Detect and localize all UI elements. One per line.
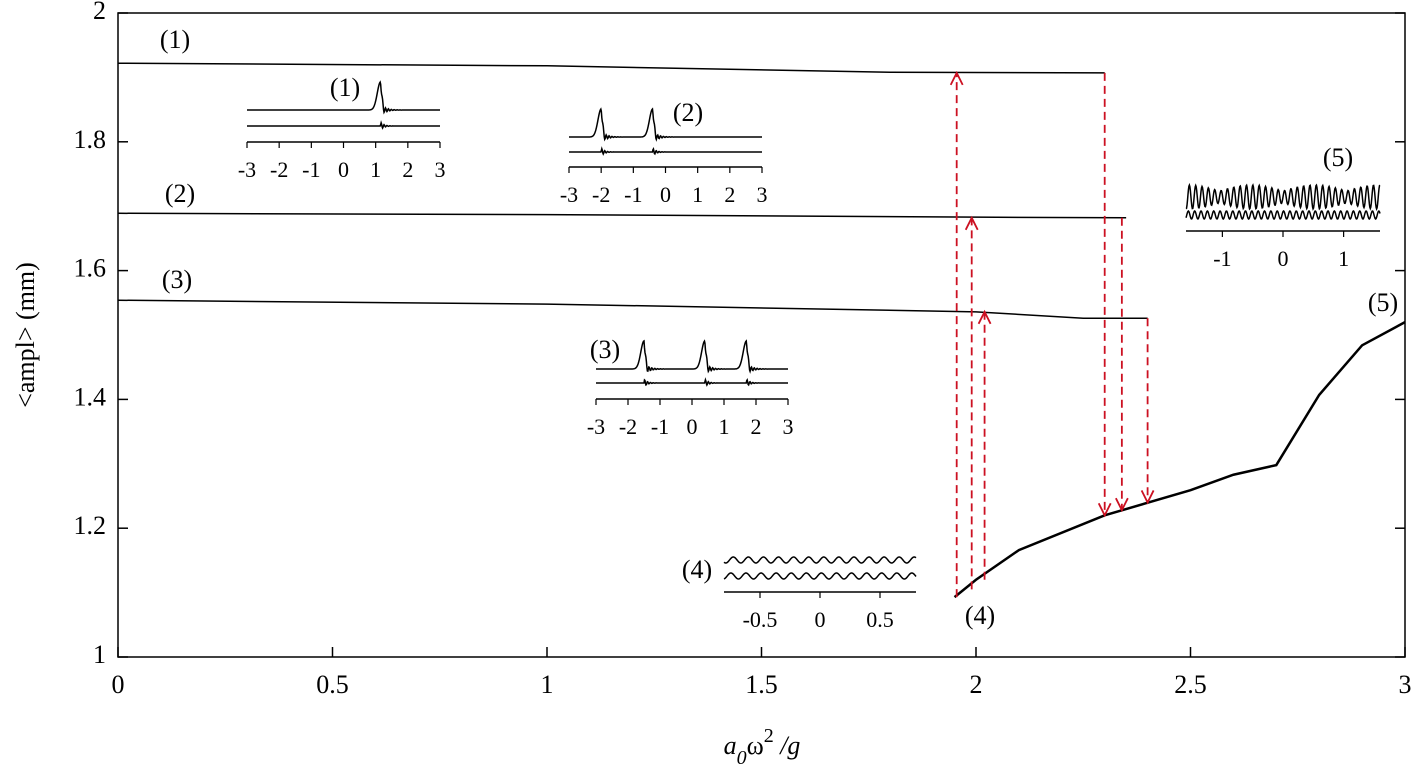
inset-label: (2)	[673, 98, 703, 127]
inset-tick-label: -3	[238, 157, 256, 182]
x-tick-label: 2.5	[1174, 670, 1207, 699]
inset-tick-label: 3	[435, 157, 446, 182]
series-line	[953, 321, 1406, 599]
series-line	[117, 212, 1127, 219]
arrow-head	[977, 309, 992, 325]
inset-tick-label: 0	[660, 182, 671, 207]
series-label: (3)	[162, 265, 192, 294]
inset-profile	[1185, 209, 1381, 221]
x-tick-label: 2	[970, 670, 983, 699]
x-label-part: 0	[737, 747, 747, 769]
inset-profile	[247, 80, 441, 115]
inset-tick-label: -3	[560, 182, 578, 207]
inset-tick-label: -2	[270, 157, 288, 182]
inset-tick-label: 2	[724, 182, 735, 207]
series-line	[117, 299, 1148, 320]
inset-profile	[1185, 182, 1381, 212]
inset-tick-label: 3	[783, 414, 794, 439]
inset-label: (1)	[330, 73, 360, 102]
arrow-head	[1115, 497, 1129, 513]
inset-tick-label: 0	[1278, 246, 1289, 271]
y-tick-label: 2	[93, 0, 106, 25]
inset-tick-label: 3	[757, 182, 768, 207]
inset-tick-label: 2	[751, 414, 762, 439]
x-axis-label: a0ω2 /g	[724, 725, 801, 769]
arrow-head	[1097, 502, 1112, 518]
inset-tick-label: 2	[402, 157, 413, 182]
x-tick-label: 1	[541, 670, 554, 699]
y-tick-label: 1.2	[74, 511, 107, 540]
arrow-head	[949, 70, 964, 86]
series-line	[117, 62, 1105, 74]
inset-tick-label: -1	[624, 182, 642, 207]
inset-profile	[247, 120, 440, 130]
x-label-part: ω	[747, 731, 764, 760]
x-tick-label: 0	[112, 670, 125, 699]
inset-tick-label: 1	[1338, 246, 1349, 271]
inset-tick-label: -1	[1213, 246, 1231, 271]
inset-label: (3)	[590, 335, 620, 364]
y-tick-label: 1.8	[74, 125, 107, 154]
inset-profile	[596, 377, 788, 387]
inset-tick-label: -1	[651, 414, 669, 439]
x-label-part: a	[724, 731, 737, 760]
inset-tick-label: 1	[719, 414, 730, 439]
inset-profile	[569, 146, 762, 156]
y-tick-label: 1.6	[74, 254, 107, 283]
inset-tick-label: -2	[619, 414, 637, 439]
inset-tick-label: -0.5	[743, 607, 778, 632]
inset-tick-label: 1	[692, 182, 703, 207]
inset-tick-label: -2	[592, 182, 610, 207]
inset-tick-label: 0	[687, 414, 698, 439]
arrow-head	[964, 215, 979, 231]
series-label: (2)	[165, 179, 195, 208]
inset-profile	[596, 339, 789, 374]
y-tick-label: 1.4	[74, 382, 107, 411]
inset-tick-label: -1	[302, 157, 320, 182]
inset-tick-label: -3	[587, 414, 605, 439]
inset-label: (4)	[682, 555, 712, 584]
inset-tick-label: 0.5	[866, 607, 894, 632]
inset-tick-label: 1	[370, 157, 381, 182]
x-tick-label: 1.5	[745, 670, 778, 699]
inset-tick-label: 0	[338, 157, 349, 182]
inset-label: (5)	[1323, 143, 1353, 172]
annotation: (5)	[1368, 288, 1398, 317]
y-tick-label: 1	[93, 640, 106, 669]
inset-profile	[723, 572, 917, 580]
y-axis-label: <ampl> (mm)	[11, 262, 40, 408]
series-label: (1)	[160, 25, 190, 54]
x-tick-label: 0.5	[316, 670, 349, 699]
inset-profile	[569, 107, 762, 142]
x-label-part: 2	[764, 725, 774, 747]
x-label-part: /g	[774, 731, 801, 760]
x-tick-label: 3	[1399, 670, 1412, 699]
inset-tick-label: 0	[815, 607, 826, 632]
arrow-head	[1140, 490, 1155, 505]
inset-profile	[723, 556, 917, 564]
series-label: (4)	[965, 601, 995, 630]
